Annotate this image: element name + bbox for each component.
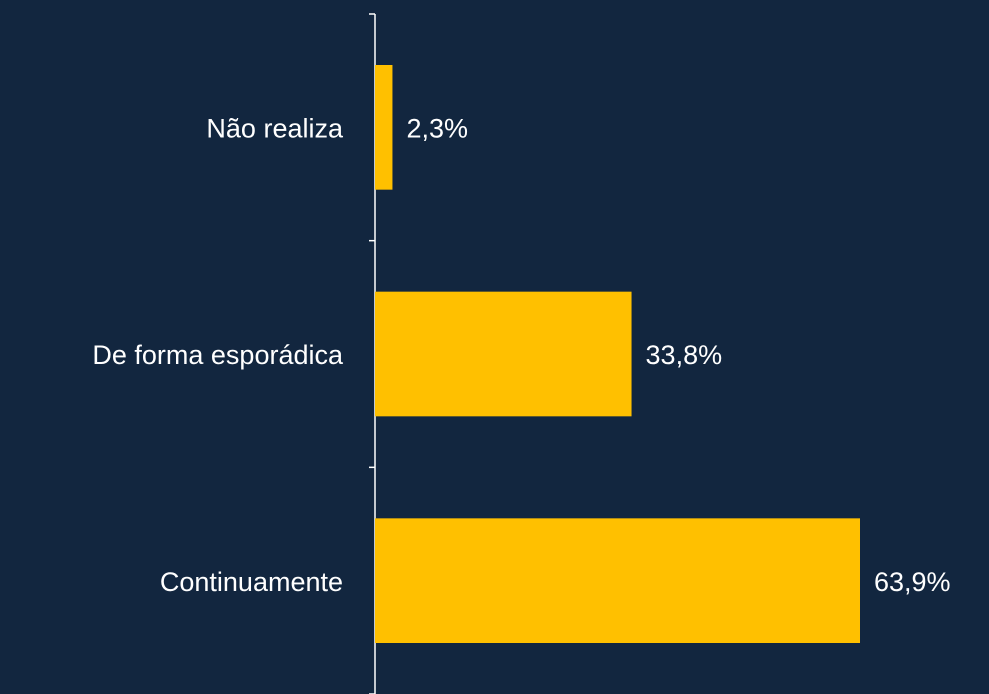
value-label: 63,9% [874, 567, 951, 597]
bar [375, 65, 393, 190]
category-label: De forma esporádica [92, 340, 344, 370]
bar [375, 518, 861, 643]
category-label: Não realiza [206, 113, 344, 143]
bar [375, 291, 632, 417]
value-label: 33,8% [646, 340, 723, 370]
value-label: 2,3% [406, 113, 468, 143]
category-label: Continuamente [160, 567, 343, 597]
